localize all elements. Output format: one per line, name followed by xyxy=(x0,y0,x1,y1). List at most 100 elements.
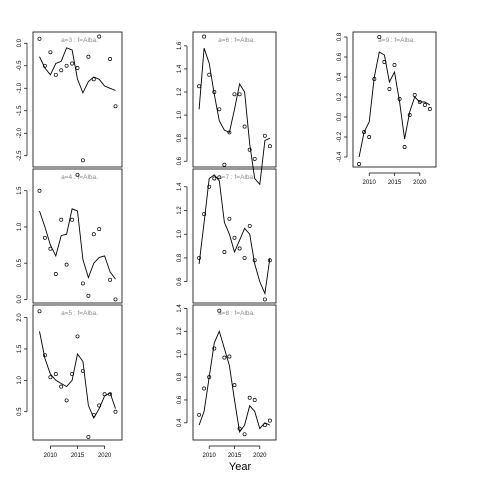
observed-point xyxy=(202,212,207,217)
y-tick-label: 1.5 xyxy=(17,344,23,353)
observed-point xyxy=(247,395,252,400)
observed-point xyxy=(252,156,257,161)
observed-point xyxy=(262,423,267,428)
y-tick-label: 1.4 xyxy=(177,182,183,191)
y-tick-label: -1.0 xyxy=(17,82,23,93)
y-tick-label: 0.6 xyxy=(177,395,183,404)
y-tick-label: 1.0 xyxy=(17,222,23,231)
observed-point xyxy=(86,293,91,298)
fitted-line xyxy=(39,208,116,280)
y-tick-label: -2.0 xyxy=(17,127,23,138)
observed-point xyxy=(252,398,257,402)
y-tick-label: 1.0 xyxy=(17,376,23,385)
x-tick-label: 2020 xyxy=(98,453,112,459)
observed-point xyxy=(267,258,272,263)
y-tick-label: 1.2 xyxy=(177,206,183,215)
observed-point xyxy=(217,308,222,313)
y-tick-label: 0.8 xyxy=(177,372,183,381)
observed-point xyxy=(97,34,102,39)
observed-point xyxy=(37,36,42,41)
panel-3: -0.4 -0.2 0.0 0.2 0.4 0.6 0.8 2010 2015 2020 a=9 :… xyxy=(337,31,437,186)
observed-point xyxy=(242,432,247,437)
observed-point xyxy=(80,158,85,163)
observed-point xyxy=(207,72,212,77)
observed-point xyxy=(207,375,212,380)
observed-point xyxy=(91,232,96,237)
observed-point xyxy=(53,372,58,377)
panel-frame xyxy=(192,168,277,304)
observed-point xyxy=(48,375,53,380)
y-tick-label: -2.5 xyxy=(17,150,23,161)
y-tick-label: 1.2 xyxy=(177,87,183,96)
observed-point xyxy=(108,392,113,397)
y-tick-label: 1.0 xyxy=(177,229,183,238)
observed-point xyxy=(48,50,53,55)
observed-point xyxy=(42,235,47,240)
observed-point xyxy=(252,258,257,263)
observed-point xyxy=(53,72,58,77)
y-tick-label: 0.0 xyxy=(17,295,23,304)
panel-label: a=3 : f=Alba. xyxy=(61,37,98,44)
panel-frame xyxy=(32,304,123,441)
fitted-line xyxy=(39,47,116,94)
observed-point xyxy=(42,63,47,68)
observed-point xyxy=(197,412,202,417)
observed-point xyxy=(102,392,107,397)
observed-point xyxy=(113,409,118,414)
y-tick-label: 0.4 xyxy=(337,72,343,81)
observed-point xyxy=(237,92,242,97)
observed-point xyxy=(108,277,113,282)
observed-point xyxy=(113,104,118,109)
x-tick-label: 2015 xyxy=(228,453,242,459)
panel-label: a=5 : f=Alba. xyxy=(61,310,98,317)
observed-point xyxy=(247,223,252,228)
observed-point xyxy=(217,175,222,180)
fitted-line xyxy=(198,329,271,434)
y-tick-label: 0.8 xyxy=(177,253,183,262)
x-tick-label: 2010 xyxy=(203,453,217,459)
fitted-line xyxy=(39,331,116,420)
observed-point xyxy=(267,144,272,149)
panel-6: 0.5 1.0 1.5 2.0 2010 2015 2020 a=5 : f=Alba. xyxy=(17,304,123,459)
panel-label: a=9 : f=Alba. xyxy=(378,37,415,44)
observed-point xyxy=(232,92,237,97)
observed-point xyxy=(222,250,227,254)
panel-frame xyxy=(192,31,277,168)
observed-point xyxy=(64,262,69,267)
observed-point xyxy=(242,124,247,129)
y-tick-label: 1.0 xyxy=(177,110,183,119)
x-tick-label: 2015 xyxy=(71,453,85,459)
x-tick-label: 2010 xyxy=(44,453,58,459)
observed-point xyxy=(59,217,64,222)
observed-point xyxy=(64,63,69,68)
panel-label: a=7 : f=Alba. xyxy=(218,174,255,181)
x-tick-label: 2010 xyxy=(363,180,377,186)
panel-4: 0.0 0.5 1.0 1.5 a=4 : f=Alba. xyxy=(17,168,123,304)
panel-1: 0.0 -0.5 -1.0 -1.5 -2.0 -2.5 a=3 : f=Alba. xyxy=(17,31,123,168)
observed-point xyxy=(113,297,118,302)
observed-point xyxy=(232,235,237,240)
observed-point xyxy=(70,372,75,377)
observed-point xyxy=(227,354,232,359)
y-tick-label: 0.6 xyxy=(177,277,183,286)
y-tick-label: 0.5 xyxy=(17,258,23,267)
observed-point xyxy=(222,355,227,360)
observed-point xyxy=(64,398,69,403)
observed-point xyxy=(80,368,85,373)
observed-point xyxy=(59,68,64,73)
x-axis-label: Year xyxy=(229,461,252,473)
observed-point xyxy=(80,281,85,286)
observed-point xyxy=(367,135,372,139)
observed-point xyxy=(70,217,75,222)
y-tick-label: 0.6 xyxy=(337,52,343,61)
panel-7: 0.4 0.6 0.8 1.0 1.2 1.4 2010 2015 2020 a=8 : f=Al… xyxy=(177,304,277,459)
observed-point xyxy=(232,383,237,388)
observed-point xyxy=(97,227,102,232)
observed-point xyxy=(417,100,422,104)
fitted-line xyxy=(358,51,431,158)
observed-point xyxy=(207,184,212,189)
observed-point xyxy=(37,188,42,193)
panel-frame xyxy=(352,31,437,168)
observed-point xyxy=(412,93,417,97)
